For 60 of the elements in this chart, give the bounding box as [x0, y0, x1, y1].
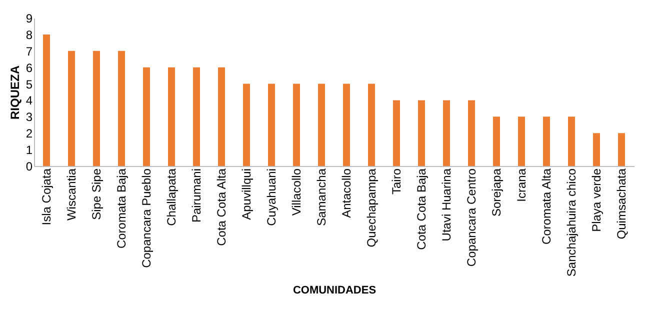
bar: [318, 84, 325, 166]
y-tick-label: 7: [26, 44, 33, 58]
bar: [168, 67, 175, 166]
x-tick-label: Tairo: [390, 168, 404, 195]
x-tick-label: Coromata Alta: [540, 168, 554, 245]
x-axis-title: COMUNIDADES: [292, 284, 376, 297]
bar: [143, 67, 150, 166]
bar: [618, 133, 625, 166]
y-tick-label: 0: [26, 160, 33, 174]
x-tick-label: Cota Cota Alta: [214, 168, 228, 246]
bar: [68, 50, 75, 166]
bar: [343, 84, 350, 166]
x-tick-label: Copancara Pueblo: [140, 168, 154, 268]
x-tick-label: Sipe Sipe: [90, 168, 104, 220]
bar: [93, 50, 100, 166]
bar: [193, 67, 200, 166]
bar: [593, 133, 600, 166]
x-tick-label: Pairumani: [190, 168, 204, 223]
x-tick-label: Quechapampa: [364, 168, 378, 248]
x-tick-label: Apuvillqui: [240, 168, 254, 220]
bar: [568, 116, 575, 166]
bar: [368, 84, 375, 166]
bar: [293, 84, 300, 166]
bar: [268, 84, 275, 166]
bar: [468, 100, 475, 166]
y-tick-label: 5: [26, 77, 33, 92]
bar: [43, 34, 50, 166]
bar: [418, 100, 425, 166]
x-tick-label: Playa verde: [590, 168, 604, 232]
x-tick-label: Wiscantia: [64, 168, 78, 221]
x-tick-label: Villacollo: [290, 168, 304, 216]
y-tick-label: 6: [26, 60, 33, 75]
y-tick-label: 9: [26, 12, 33, 26]
bar: [443, 100, 450, 166]
x-tick-label: Copancara Centro: [464, 168, 478, 267]
y-tick-label: 4: [26, 94, 33, 108]
x-tick-label: Coromata Baja: [114, 168, 128, 249]
x-tick-label: Antacollo: [340, 168, 354, 218]
bar: [393, 100, 400, 166]
x-tick-label: Cota Cota Baja: [414, 168, 428, 250]
x-tick-label: Isla Cojata: [40, 168, 54, 226]
y-tick-label: 8: [26, 28, 33, 42]
bar: [543, 116, 550, 166]
y-axis-title: RIQUEZA: [8, 65, 22, 120]
bar: [218, 67, 225, 166]
x-tick-label: Challapata: [164, 168, 178, 226]
bar: [118, 50, 125, 166]
bar: [493, 116, 500, 166]
bar: [518, 116, 525, 166]
y-tick-label: 2: [26, 126, 33, 141]
x-tick-label: Samancha: [314, 168, 328, 226]
x-tick-label: Sanchajahuira chico: [564, 168, 578, 277]
y-tick-label: 3: [26, 110, 33, 124]
x-tick-label: Quimsachata: [614, 168, 628, 240]
x-tick-label: Icrana: [514, 168, 528, 202]
x-tick-label: Sorejapa: [490, 168, 504, 217]
x-tick-label: Utavi Huarina: [440, 168, 454, 242]
bar: [243, 84, 250, 166]
y-tick-label: 1: [26, 143, 33, 158]
x-tick-label: Cuyahuani: [264, 168, 278, 226]
